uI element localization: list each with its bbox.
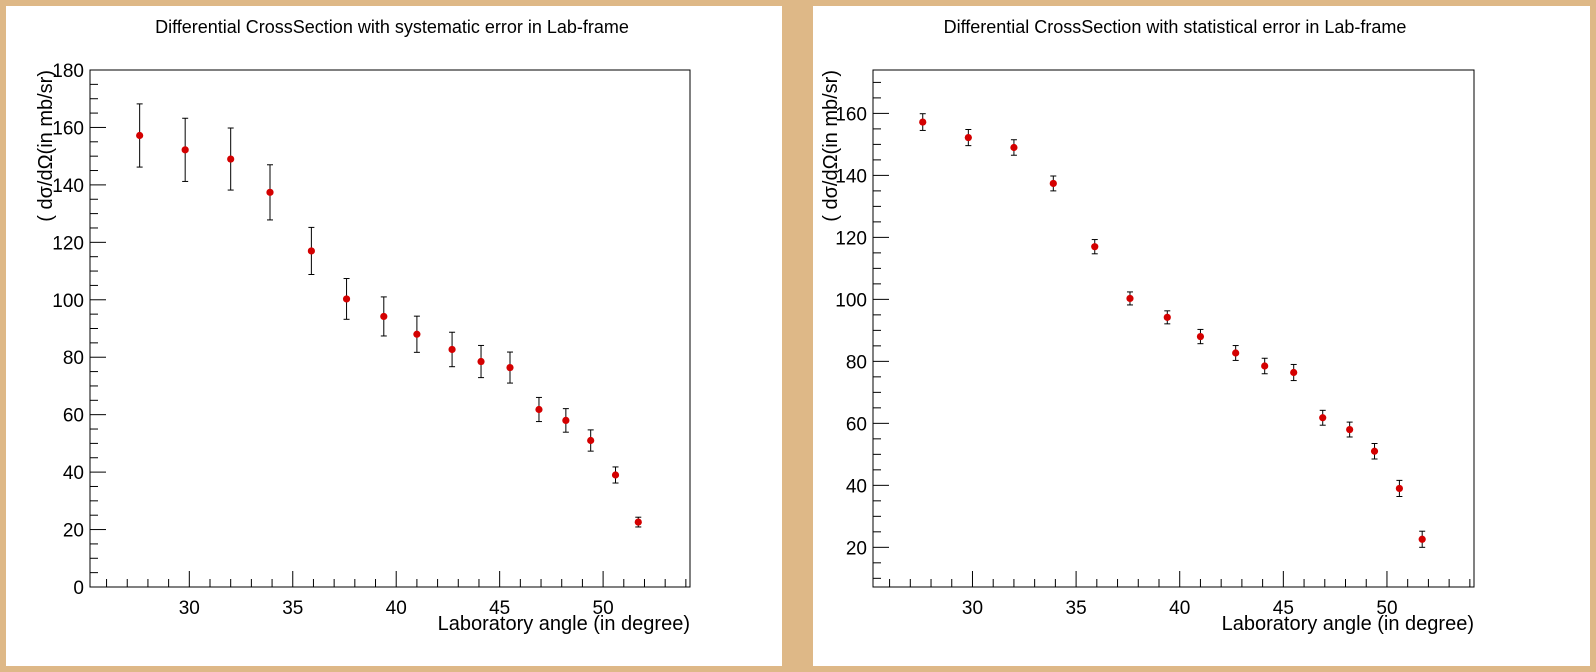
plot-frame (89, 69, 691, 588)
y-tick-label: 120 (52, 233, 84, 254)
data-point (562, 416, 570, 425)
y-tick-label: 140 (835, 166, 867, 187)
data-point (136, 131, 144, 140)
data-point (611, 471, 620, 479)
y-tick-label: 100 (835, 290, 867, 311)
x-tick-label: 45 (1273, 598, 1294, 619)
chart-panel-statistical: Differential CrossSection with statistic… (813, 6, 1590, 666)
x-tick-label: 35 (282, 598, 303, 619)
x-tick-label: 30 (179, 598, 200, 619)
data-point (1319, 414, 1327, 422)
data-point (380, 312, 388, 321)
x-axis-title: Laboratory angle (in degree) (438, 613, 690, 635)
data-point (448, 345, 456, 354)
data-point (227, 155, 235, 163)
y-axis-title: ( dσ/dΩ(in mb/sr) (820, 70, 842, 222)
data-point (477, 357, 485, 366)
data-point (919, 118, 927, 126)
error-bars (919, 113, 1426, 548)
axis-ticks: 30 35 40 45 50 0 20 40 60 80 100 120 140 160 180 (52, 61, 687, 619)
data-point (181, 146, 189, 154)
y-tick-label: 140 (52, 176, 84, 197)
data-points (919, 118, 1426, 543)
y-tick-label: 40 (846, 476, 867, 497)
y-tick-label: 160 (52, 118, 84, 139)
y-tick-label: 80 (846, 352, 867, 373)
data-point (1010, 143, 1018, 152)
x-tick-label: 30 (962, 598, 983, 619)
data-point (1049, 179, 1057, 188)
y-tick-label: 20 (846, 538, 867, 559)
chart-title: Differential CrossSection with statistic… (944, 17, 1407, 37)
x-tick-label: 35 (1066, 598, 1087, 619)
x-axis-title: Laboratory angle (in degree) (1222, 613, 1474, 635)
data-point (307, 247, 315, 255)
y-tick-label: 60 (846, 414, 867, 435)
y-tick-label: 60 (63, 406, 84, 427)
data-point (1232, 349, 1240, 357)
data-point (1261, 362, 1269, 370)
y-tick-label: 40 (63, 463, 84, 484)
data-point (1290, 368, 1298, 377)
x-tick-label: 50 (1376, 598, 1397, 619)
data-point (1163, 313, 1171, 321)
data-point (634, 518, 642, 526)
data-point (587, 436, 595, 445)
y-tick-label: 0 (73, 578, 84, 599)
y-tick-label: 160 (835, 104, 867, 125)
data-point (1395, 484, 1403, 493)
data-points (136, 131, 642, 526)
data-point (266, 188, 274, 196)
data-point (1370, 447, 1379, 455)
data-point (1126, 294, 1134, 303)
data-point (964, 133, 972, 142)
data-point (535, 405, 543, 414)
chart-systematic-error: Differential CrossSection with systemati… (35, 17, 691, 635)
data-point (1346, 425, 1354, 434)
y-tick-label: 80 (63, 348, 84, 369)
data-point (1091, 243, 1099, 251)
y-tick-label: 180 (52, 61, 84, 82)
chart-panel-systematic: Differential CrossSection with systemati… (6, 6, 782, 666)
data-point (1418, 535, 1426, 543)
x-tick-label: 40 (1169, 598, 1190, 619)
x-tick-label: 45 (489, 598, 510, 619)
data-point (506, 363, 514, 372)
y-tick-label: 120 (835, 228, 867, 249)
data-point (413, 330, 421, 338)
y-axis-title: ( dσ/dΩ(in mb/sr) (35, 70, 57, 222)
chart-statistical-error: Differential CrossSection with statistic… (820, 17, 1475, 635)
axis-ticks: 30 35 40 45 50 20 40 60 80 100 120 140 160 (835, 81, 1471, 619)
plot-frame (872, 69, 1475, 588)
data-point (342, 295, 351, 303)
chart-title: Differential CrossSection with systemati… (155, 17, 629, 37)
y-tick-label: 20 (63, 521, 84, 542)
x-tick-label: 50 (593, 598, 614, 619)
x-tick-label: 40 (386, 598, 407, 619)
y-tick-label: 100 (52, 291, 84, 312)
error-bars (136, 103, 642, 528)
data-point (1196, 332, 1205, 341)
